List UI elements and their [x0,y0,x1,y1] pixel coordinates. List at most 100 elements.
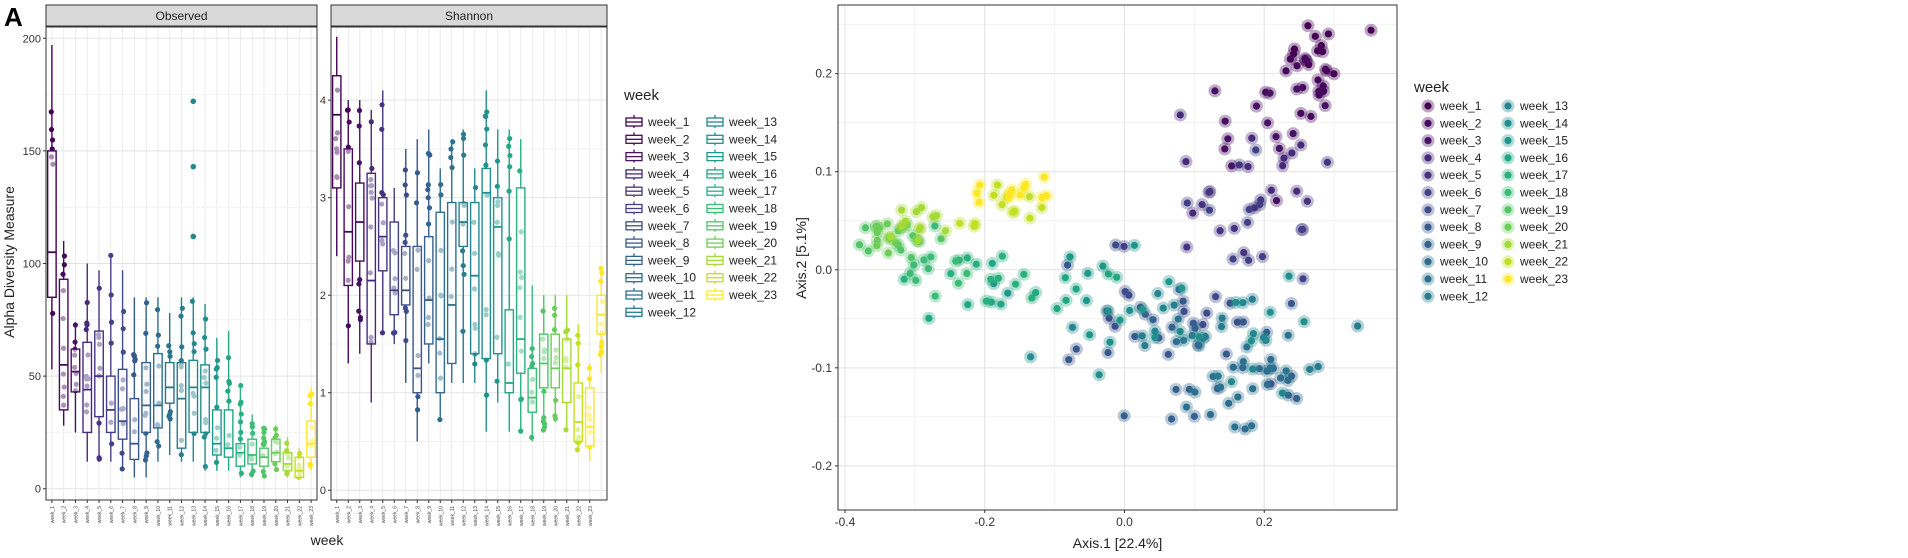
pcoa-point [1330,70,1338,78]
facet-label-shannon: Shannon [445,9,493,23]
legend-label-b: week_20 [1519,220,1568,234]
pcoa-point [1199,320,1207,329]
pcoa-point [1120,412,1128,420]
pcoa-point [1121,287,1129,296]
data-point [238,429,244,435]
x-tick-label: week_12 [180,506,186,526]
legend-key-b-week_17: week_17 [1501,168,1568,182]
pcoa-point [1195,333,1203,341]
legend-label-a: week_5 [647,184,690,198]
box-shannon-week-17 [515,139,526,434]
pcoa-point [1244,256,1253,264]
pcoa-point [1289,50,1298,58]
legend-point [1424,119,1432,127]
box-iqr [152,352,163,429]
pcoa-point [1216,227,1224,235]
pcoa-point [1266,364,1274,373]
x-tick-label: week_3 [73,506,79,523]
pcoa-point [1323,158,1331,166]
x-tick-label-b: 0.2 [1256,515,1273,529]
data-point [273,426,279,432]
data-point [552,312,558,318]
box-observed-week-18 [247,414,258,478]
x-tick-label: week_23 [309,506,315,526]
data-point [415,394,421,400]
pcoa-point [1212,293,1220,301]
data-point [356,308,362,314]
plot-border-shannon [330,26,608,501]
x-tick-label: week_8 [415,506,421,523]
y-tick-label-b: 0.1 [815,165,832,179]
pcoa-point [1189,209,1197,217]
pcoa-point [1255,365,1263,373]
data-point [379,102,385,108]
legend-key-b-week_2: week_2 [1421,116,1482,130]
pcoa-point [1284,391,1292,399]
pcoa-point [1104,348,1112,357]
data-point [250,468,256,474]
box-shannon-week-18 [527,285,538,442]
pcoa-point [931,222,939,230]
pcoa-point [956,219,964,227]
data-point [586,376,593,382]
x-tick-label: week_15 [215,506,221,526]
legend-label-b: week_14 [1519,116,1568,130]
pcoa-point [1277,374,1285,382]
x-tick-label: week_20 [274,506,280,526]
pcoa-point [929,213,937,221]
box-iqr [515,187,526,374]
legend-key-a-week_8: week_8 [625,236,690,250]
pcoa-point [1104,307,1112,315]
pcoa-point [864,247,872,255]
pcoa-point [1278,389,1286,397]
data-point [202,316,209,322]
data-point [261,441,267,448]
pcoa-point [1028,294,1036,302]
pcoa-point [1203,309,1211,317]
pcoa-point [1006,189,1014,198]
box-iqr [282,452,293,472]
legend-label-a: week_6 [647,202,690,216]
legend-point [1424,258,1432,266]
data-point [459,248,466,254]
data-point [284,440,290,446]
data-point [449,164,455,171]
pcoa-point [1221,145,1229,153]
pcoa-point [1284,331,1292,339]
box-shannon-week-13 [469,168,480,383]
data-point [598,265,604,271]
data-point [109,441,115,447]
pcoa-point [1111,322,1119,330]
box-observed-week-9 [141,297,152,478]
data-point [309,391,315,397]
legend-key-b-week_15: week_15 [1501,134,1568,148]
pcoa-point [912,276,920,284]
data-point [250,430,256,436]
pcoa-point [1112,241,1120,249]
pcoa-point [1319,82,1327,90]
data-point [273,466,280,473]
legend-key-b-week_10: week_10 [1421,255,1488,269]
data-point [484,109,490,115]
pcoa-point [1141,341,1149,350]
pcoa-point [1211,87,1219,95]
x-tick-label: week_10 [156,506,162,526]
pcoa-point [1009,208,1017,216]
data-point [540,308,546,314]
data-point [60,271,66,277]
box-observed-week-11 [164,313,175,455]
pcoa-point [1226,299,1234,307]
pcoa-point [1138,332,1146,340]
legend-point [1424,206,1432,214]
data-point [156,443,162,449]
data-point [597,351,603,358]
data-point [586,365,593,371]
x-axis-title-a: week [310,532,345,548]
box-shannon-week-2 [343,100,354,364]
data-point [379,126,385,132]
data-point [155,343,161,349]
data-point [61,253,68,259]
legend-key-b-week_19: week_19 [1501,203,1568,217]
pcoa-point [1248,422,1256,430]
data-point [84,320,90,326]
